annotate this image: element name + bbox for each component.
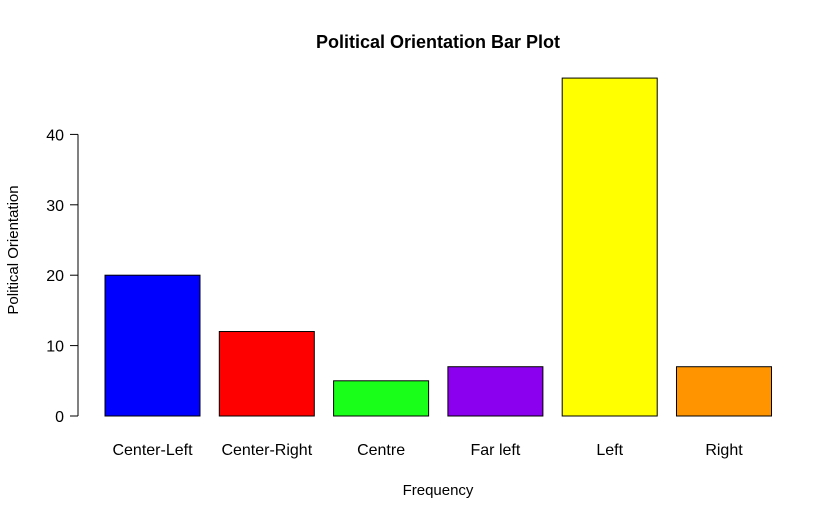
bars-group <box>104 77 772 417</box>
x-category-label: Right <box>705 442 743 459</box>
y-tick-label: 30 <box>46 198 64 215</box>
y-tick-label: 20 <box>46 268 64 285</box>
x-category-label: Center-Left <box>112 442 193 459</box>
bar-centre <box>333 380 430 417</box>
y-tick-label: 40 <box>46 127 64 144</box>
x-category-label: Centre <box>357 442 405 459</box>
bar-right <box>676 366 772 417</box>
bar-far-left <box>447 366 544 417</box>
y-tick-label: 10 <box>46 339 64 356</box>
bar-left <box>561 77 658 417</box>
category-labels: Center-Left Center-Right Centre Far left Lef… <box>112 442 743 459</box>
y-axis-label: Political Orientation <box>5 185 22 314</box>
bar-center-left <box>104 274 201 417</box>
bar-center-right <box>218 331 315 417</box>
x-category-label: Left <box>596 442 623 459</box>
chart-title: Political Orientation Bar Plot <box>316 32 560 52</box>
y-tick-label: 0 <box>55 409 64 426</box>
x-category-label: Center-Right <box>221 442 312 459</box>
x-axis-label: Frequency <box>403 482 474 499</box>
x-category-label: Far left <box>471 442 521 459</box>
y-axis: 0 10 20 30 40 <box>46 127 79 426</box>
